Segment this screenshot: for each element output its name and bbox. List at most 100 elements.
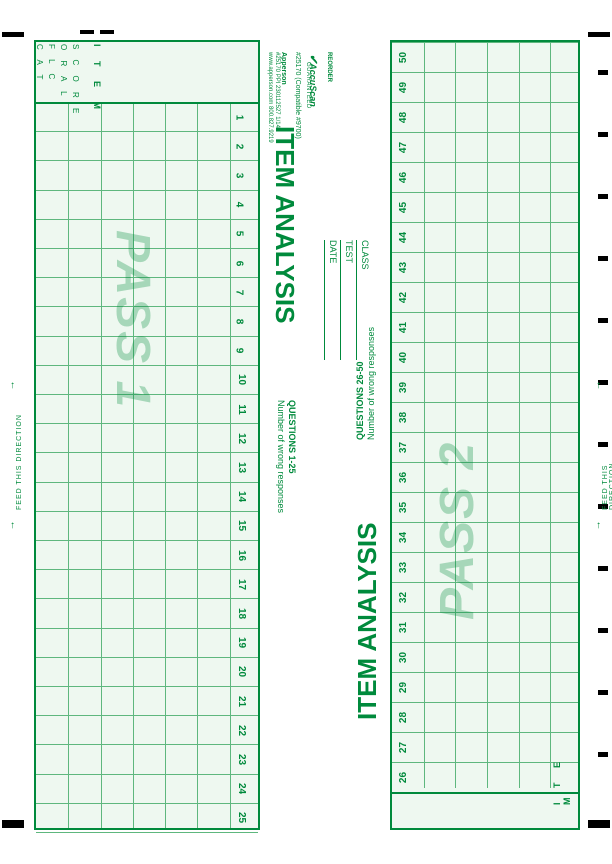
column-number: 50 <box>398 52 409 63</box>
grid-line <box>197 102 198 828</box>
timing-mark <box>100 30 114 34</box>
timing-mark <box>598 194 608 199</box>
grid-line <box>101 102 102 828</box>
column-number: 37 <box>398 442 409 453</box>
column-number: 27 <box>398 742 409 753</box>
grid-line <box>36 423 258 424</box>
grid-line <box>36 686 258 687</box>
grid-line <box>519 42 520 788</box>
column-number: 43 <box>398 262 409 273</box>
section2-subtitle-a: QUESTIONS 26-50 <box>355 361 365 440</box>
timing-mark <box>598 690 608 695</box>
column-number: 36 <box>398 472 409 483</box>
column-number: 18 <box>236 608 247 619</box>
column-number: 48 <box>398 112 409 123</box>
timing-mark <box>598 442 608 447</box>
column-number: 9 <box>233 348 244 354</box>
date-field[interactable]: DATE <box>324 240 338 360</box>
column-number: 10 <box>236 374 247 385</box>
column-number: 35 <box>398 502 409 513</box>
timing-mark <box>588 820 610 828</box>
company-url: www.apperson.com 800.827.9219 <box>265 52 273 143</box>
test-field[interactable]: TEST <box>340 240 354 360</box>
grid-line <box>424 42 425 788</box>
column-number: 17 <box>236 579 247 590</box>
timing-mark <box>588 32 610 37</box>
product-number: #25170 (Compatible #9700) <box>293 52 302 139</box>
grid-line <box>550 42 551 788</box>
column-number: 38 <box>398 412 409 423</box>
panel1-row-word: F L C <box>47 44 56 83</box>
column-number: 6 <box>233 260 244 266</box>
column-number: 44 <box>398 232 409 243</box>
grid-line <box>36 511 258 512</box>
column-number: 42 <box>398 292 409 303</box>
grid-line <box>36 657 258 658</box>
arrow-icon: ↑ <box>596 380 601 391</box>
arrow-icon: ↑ <box>10 380 15 391</box>
column-number: 21 <box>236 696 247 707</box>
company-name: Apperson <box>279 52 288 85</box>
column-number: 47 <box>398 142 409 153</box>
timing-mark <box>2 32 24 37</box>
column-number: 20 <box>236 666 247 677</box>
column-number: 15 <box>236 520 247 531</box>
grid-line <box>36 774 258 775</box>
grid-line <box>36 832 258 833</box>
grid-line <box>165 102 166 828</box>
column-number: 45 <box>398 202 409 213</box>
column-number: 4 <box>233 202 244 208</box>
class-label: CLASS <box>360 240 370 270</box>
column-number: 22 <box>236 725 247 736</box>
column-number: 23 <box>236 754 247 765</box>
section1-subtitle-a: QUESTIONS 1-25 <box>287 400 297 474</box>
column-number: 49 <box>398 82 409 93</box>
timing-mark <box>2 820 24 828</box>
column-number: 34 <box>398 532 409 543</box>
column-number: 31 <box>398 622 409 633</box>
column-number: 2 <box>233 144 244 150</box>
column-number: 13 <box>236 462 247 473</box>
grid-line <box>36 131 258 132</box>
grid-line <box>36 102 258 104</box>
timing-mark <box>598 566 608 571</box>
grid-line <box>36 744 258 745</box>
grid-line <box>133 102 134 828</box>
timing-mark <box>598 318 608 323</box>
arrow-icon: ↑ <box>10 520 15 531</box>
timing-mark <box>598 132 608 137</box>
pass1-watermark: PASS 1 <box>105 230 160 409</box>
section2-title: ITEM ANALYSIS <box>352 523 383 720</box>
pass2-watermark: PASS 2 <box>430 441 485 620</box>
section1-title: ITEM ANALYSIS <box>269 126 300 323</box>
section1-subtitle-b: Number of wrong responses <box>276 400 286 513</box>
panel1-item-header: I T E M <box>92 44 102 115</box>
grid-line <box>36 803 258 804</box>
timing-mark <box>598 256 608 261</box>
date-label: DATE <box>328 240 338 263</box>
column-number: 32 <box>398 592 409 603</box>
feed-direction-right: FEED THIS DIRECTION <box>602 463 612 511</box>
column-number: 28 <box>398 712 409 723</box>
timing-mark <box>598 628 608 633</box>
arrow-icon: ↑ <box>596 520 601 531</box>
grid-line <box>392 792 578 794</box>
grid-line <box>68 102 69 828</box>
column-number: 3 <box>233 173 244 179</box>
feed-direction-left: FEED THIS DIRECTION <box>16 414 23 510</box>
column-number: 5 <box>233 231 244 237</box>
part-number: #25170 PPI 230112527 1/14 <box>272 52 280 128</box>
column-number: 14 <box>236 491 247 502</box>
column-number: 39 <box>398 382 409 393</box>
grid-line <box>487 42 488 788</box>
grid-line <box>36 190 258 191</box>
class-field[interactable]: CLASS <box>356 240 370 360</box>
column-number: 29 <box>398 682 409 693</box>
column-number: 41 <box>398 322 409 333</box>
panel1-row-word: S C O R E <box>71 44 80 117</box>
column-number: 33 <box>398 562 409 573</box>
timing-mark <box>598 752 608 757</box>
column-number: 19 <box>236 637 247 648</box>
guaranteed-label: GUARANTEED <box>303 62 311 109</box>
grid-line <box>36 160 258 161</box>
